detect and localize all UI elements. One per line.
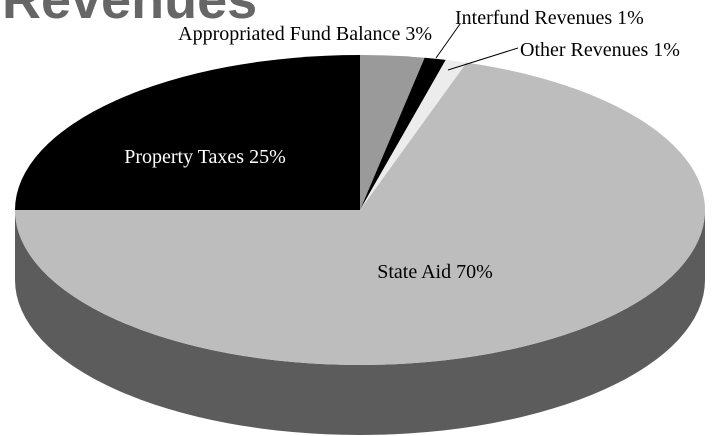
slice-name: Interfund Revenues: [455, 7, 612, 29]
slice-value: 1%: [653, 39, 680, 61]
slice: [15, 62, 706, 365]
slice-name: State Aid: [377, 261, 451, 283]
slice: [360, 59, 467, 210]
slice: [360, 57, 446, 210]
slice-label: Interfund Revenues 1%: [455, 7, 644, 29]
slice-value: 1%: [617, 7, 644, 29]
slice-label: Property Taxes 25%: [124, 146, 286, 168]
leader-line: [435, 23, 461, 59]
slice-side: [15, 210, 705, 435]
slice-name: Appropriated Fund Balance: [178, 23, 400, 45]
chart-title: Revenues: [2, 0, 257, 30]
labels: Appropriated Fund Balance 3% Interfund Re…: [124, 7, 680, 283]
slice-value: 25%: [249, 146, 286, 168]
slice-value: 3%: [405, 23, 432, 45]
slice-label: Appropriated Fund Balance 3%: [178, 23, 432, 45]
slice-label: State Aid 70%: [377, 261, 493, 283]
slice: [15, 55, 360, 210]
slice: [360, 55, 425, 210]
slice-value: 70%: [456, 261, 493, 283]
slice-name: Other Revenues: [520, 39, 649, 61]
slice-name: Property Taxes: [124, 146, 244, 168]
pie: [15, 55, 706, 435]
leader-line: [447, 47, 519, 71]
slice-label: Other Revenues 1%: [520, 39, 680, 61]
